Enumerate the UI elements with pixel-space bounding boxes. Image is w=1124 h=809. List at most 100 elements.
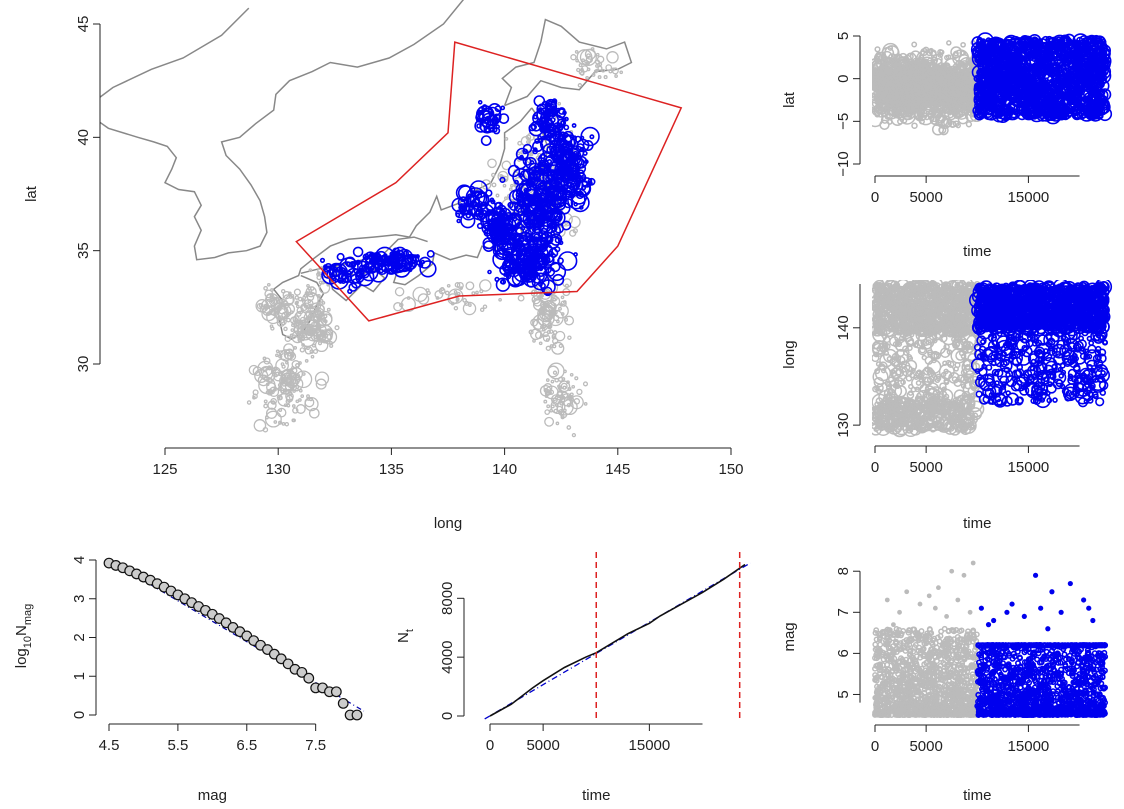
event-circle-blue bbox=[555, 221, 560, 227]
event-circle-grey bbox=[453, 305, 459, 311]
event-circle-grey bbox=[558, 343, 563, 349]
event-circle-blue bbox=[480, 135, 492, 146]
event-point-grey bbox=[927, 92, 934, 99]
event-circle-grey bbox=[275, 353, 279, 358]
event-point-grey bbox=[905, 94, 915, 104]
event-circle-grey bbox=[322, 331, 328, 337]
event-circle-blue bbox=[511, 271, 527, 287]
event-circle-grey bbox=[307, 286, 312, 291]
event-point-blue bbox=[1024, 86, 1031, 93]
event-circle-blue bbox=[557, 133, 566, 142]
event-point-grey bbox=[931, 106, 938, 114]
event-circle-blue bbox=[407, 255, 415, 263]
event-circle-grey bbox=[454, 282, 461, 288]
event-circle-blue bbox=[347, 288, 353, 294]
event-circle-blue bbox=[557, 168, 565, 176]
event-circle-grey bbox=[566, 403, 571, 408]
event-circle-blue bbox=[536, 107, 551, 122]
coastline-segment bbox=[329, 267, 386, 302]
event-circle-grey bbox=[498, 297, 502, 302]
event-circle-grey bbox=[444, 290, 450, 296]
event-circle-grey bbox=[545, 391, 550, 396]
event-circle-blue bbox=[544, 234, 554, 244]
event-circle-blue bbox=[482, 106, 502, 127]
event-circle-grey bbox=[292, 407, 299, 414]
coastline-segment bbox=[501, 18, 633, 107]
event-circle-grey bbox=[297, 337, 302, 342]
coastline-segment bbox=[384, 236, 428, 254]
event-circle-grey bbox=[581, 65, 589, 73]
event-circle-grey bbox=[304, 359, 309, 363]
event-point-grey bbox=[939, 106, 946, 113]
event-circle-blue bbox=[540, 214, 545, 220]
event-point-blue bbox=[1071, 40, 1080, 49]
event-circle-grey bbox=[323, 319, 328, 324]
event-point-blue bbox=[1050, 89, 1057, 96]
event-circle-grey bbox=[280, 318, 287, 326]
event-point-blue bbox=[1084, 45, 1092, 53]
event-circle-blue bbox=[456, 218, 462, 224]
event-circle-grey bbox=[284, 335, 292, 342]
event-circle-blue bbox=[545, 215, 552, 222]
event-circle-grey bbox=[611, 67, 616, 72]
event-circle-blue bbox=[534, 176, 540, 182]
event-circle-grey bbox=[293, 288, 301, 296]
event-point-blue bbox=[975, 86, 981, 92]
event-circle-grey bbox=[295, 304, 300, 309]
event-circle-grey bbox=[581, 58, 585, 63]
event-point-blue bbox=[1006, 58, 1018, 70]
event-point-grey bbox=[967, 59, 974, 66]
event-point-blue bbox=[1059, 99, 1065, 105]
event-circle-grey bbox=[576, 49, 593, 66]
event-circle-grey bbox=[275, 349, 280, 354]
event-circle-grey bbox=[563, 408, 567, 413]
event-circle-blue bbox=[501, 257, 519, 275]
event-point-grey bbox=[911, 122, 918, 129]
event-point-grey bbox=[904, 58, 911, 64]
event-circle-blue bbox=[355, 271, 363, 278]
event-circle-grey bbox=[597, 65, 603, 71]
event-circle-grey bbox=[556, 398, 574, 416]
event-circle-grey bbox=[318, 282, 331, 294]
event-circle-grey bbox=[288, 391, 293, 396]
event-circle-grey bbox=[406, 296, 411, 300]
event-point-blue bbox=[1057, 70, 1064, 77]
event-circle-grey bbox=[491, 172, 496, 178]
event-point-blue bbox=[999, 50, 1010, 60]
event-circle-grey bbox=[572, 228, 578, 234]
event-circle-blue bbox=[525, 221, 534, 230]
event-circle-grey bbox=[266, 282, 271, 287]
event-circle-grey bbox=[540, 293, 544, 298]
event-point-blue bbox=[1085, 34, 1099, 48]
event-point-blue bbox=[1095, 63, 1109, 77]
event-point-blue bbox=[984, 64, 991, 71]
event-circle-grey bbox=[464, 300, 470, 306]
event-circle-blue bbox=[551, 98, 558, 104]
event-circle-grey bbox=[596, 55, 605, 64]
event-circle-grey bbox=[278, 307, 282, 311]
event-circle-grey bbox=[280, 376, 295, 392]
event-point-blue bbox=[1027, 92, 1036, 102]
event-circle-blue bbox=[499, 279, 505, 285]
event-circle-grey bbox=[574, 50, 579, 54]
event-point-grey bbox=[959, 50, 965, 56]
event-circle-grey bbox=[305, 286, 317, 298]
event-circle-grey bbox=[453, 290, 458, 294]
event-point-grey bbox=[906, 60, 919, 73]
event-point-grey bbox=[897, 106, 903, 112]
event-circle-grey bbox=[279, 349, 292, 362]
event-circle-blue bbox=[518, 179, 538, 200]
event-circle-blue bbox=[355, 272, 363, 281]
event-circle-grey bbox=[266, 365, 273, 371]
event-point-grey bbox=[935, 85, 948, 97]
event-point-grey bbox=[940, 99, 949, 108]
event-point-blue bbox=[1032, 73, 1039, 80]
event-point-grey bbox=[967, 67, 977, 77]
event-circle-blue bbox=[531, 140, 544, 153]
event-circle-grey bbox=[550, 398, 566, 415]
event-circle-grey bbox=[295, 399, 300, 404]
event-circle-grey bbox=[601, 68, 606, 73]
event-circle-grey bbox=[321, 301, 326, 305]
event-point-blue bbox=[1021, 41, 1029, 49]
event-circle-grey bbox=[508, 187, 513, 192]
